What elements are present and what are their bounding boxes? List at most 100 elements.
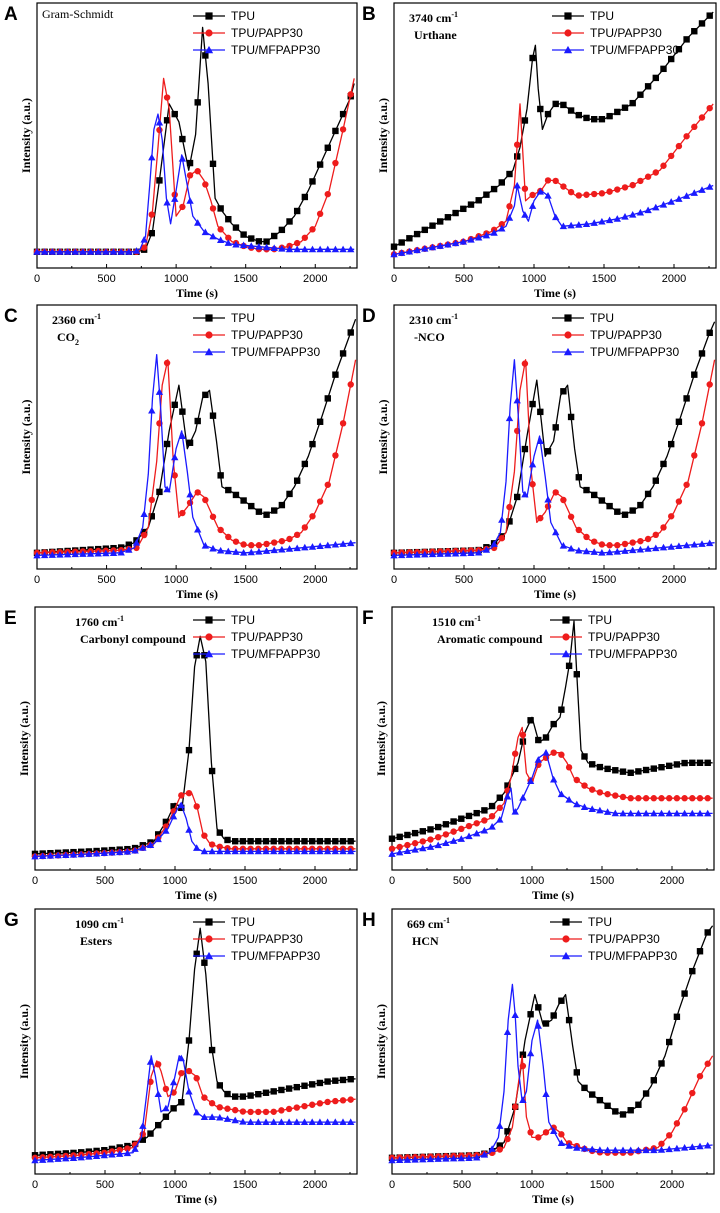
marker-triangle	[396, 1156, 404, 1164]
marker-circle	[706, 104, 713, 112]
marker-square	[496, 1142, 503, 1149]
marker-triangle	[519, 1096, 527, 1103]
marker-square	[544, 448, 552, 455]
marker-square	[270, 1088, 277, 1095]
marker-triangle	[665, 809, 673, 817]
marker-triangle	[193, 844, 201, 851]
marker-square	[481, 807, 488, 814]
marker-triangle	[613, 215, 621, 222]
marker-triangle	[596, 806, 604, 814]
marker-triangle	[436, 242, 444, 249]
marker-triangle	[465, 1154, 473, 1161]
marker-triangle	[92, 849, 101, 857]
marker-triangle	[123, 1149, 132, 1157]
marker-circle	[660, 524, 667, 531]
marker-square	[506, 518, 513, 525]
marker-square	[194, 417, 201, 425]
marker-circle	[698, 114, 706, 121]
marker-triangle	[200, 847, 209, 855]
marker-square	[650, 765, 657, 772]
marker-triangle	[513, 181, 521, 189]
marker-triangle	[262, 1118, 270, 1126]
marker-triangle	[390, 250, 398, 258]
legend-entry: TPU/MFPAPP30	[588, 647, 677, 661]
marker-triangle	[459, 238, 467, 245]
marker-circle	[552, 489, 559, 496]
x-tick-label: 1000	[522, 273, 546, 285]
marker-triangle	[598, 217, 606, 225]
marker-triangle	[563, 347, 573, 356]
marker-triangle	[194, 525, 202, 533]
marker-triangle	[139, 1122, 147, 1129]
marker-triangle	[582, 220, 591, 228]
panel-letter: B	[362, 4, 376, 25]
marker-triangle	[331, 847, 339, 855]
marker-square	[232, 838, 239, 845]
marker-square	[483, 191, 490, 198]
marker-circle	[583, 533, 590, 541]
marker-circle	[529, 191, 536, 199]
marker-circle	[163, 359, 171, 367]
marker-square	[293, 207, 301, 215]
marker-triangle	[590, 548, 598, 555]
marker-square	[163, 440, 171, 448]
marker-triangle	[262, 243, 271, 251]
marker-square	[202, 52, 209, 59]
marker-triangle	[246, 847, 255, 855]
marker-square	[542, 734, 550, 741]
marker-square	[575, 474, 582, 481]
marker-square	[388, 835, 396, 842]
marker-triangle	[396, 848, 404, 856]
marker-square	[255, 508, 263, 515]
marker-triangle	[544, 192, 552, 199]
marker-circle	[419, 838, 426, 845]
plot-frame	[36, 2, 358, 269]
x-tick-label: 2000	[662, 273, 686, 285]
marker-square	[589, 761, 596, 768]
marker-triangle	[177, 1054, 185, 1062]
marker-circle	[473, 820, 480, 827]
marker-square	[673, 761, 681, 768]
marker-triangle	[123, 848, 132, 855]
marker-triangle	[567, 221, 575, 229]
marker-circle	[209, 205, 217, 212]
marker-triangle	[300, 1118, 309, 1126]
superscript: -1	[94, 312, 101, 321]
legend-entry: TPU	[231, 613, 255, 627]
marker-triangle	[642, 809, 650, 817]
marker-triangle	[216, 236, 225, 244]
marker-circle	[621, 540, 629, 548]
marker-circle	[205, 633, 213, 641]
compound-label: CO2	[57, 330, 79, 347]
series-line-tpu-papp30	[391, 1055, 714, 1159]
plot-frame	[36, 304, 358, 570]
marker-square	[475, 197, 482, 204]
marker-circle	[498, 221, 505, 228]
marker-square	[202, 391, 209, 399]
marker-triangle	[421, 245, 429, 252]
marker-square	[309, 838, 316, 845]
marker-triangle	[426, 1155, 435, 1163]
marker-triangle	[580, 803, 589, 811]
marker-triangle	[102, 549, 110, 557]
marker-circle	[644, 173, 652, 180]
legend-entry: TPU	[231, 311, 255, 325]
marker-triangle	[293, 1118, 301, 1126]
marker-triangle	[79, 550, 87, 557]
marker-square	[627, 1107, 634, 1114]
marker-square	[612, 767, 619, 774]
marker-circle	[216, 1104, 223, 1111]
plot-frame	[34, 908, 358, 1175]
marker-circle	[339, 420, 347, 427]
marker-square	[537, 105, 544, 113]
marker-square	[644, 490, 652, 498]
marker-triangle	[444, 240, 452, 248]
marker-triangle	[177, 801, 185, 809]
marker-circle	[293, 239, 301, 247]
superscript: -1	[443, 916, 450, 925]
series-line-tpu-mfpapp30	[393, 359, 715, 557]
marker-triangle	[71, 550, 79, 558]
marker-triangle	[488, 1145, 496, 1152]
marker-triangle	[31, 852, 39, 860]
marker-square	[565, 662, 573, 670]
